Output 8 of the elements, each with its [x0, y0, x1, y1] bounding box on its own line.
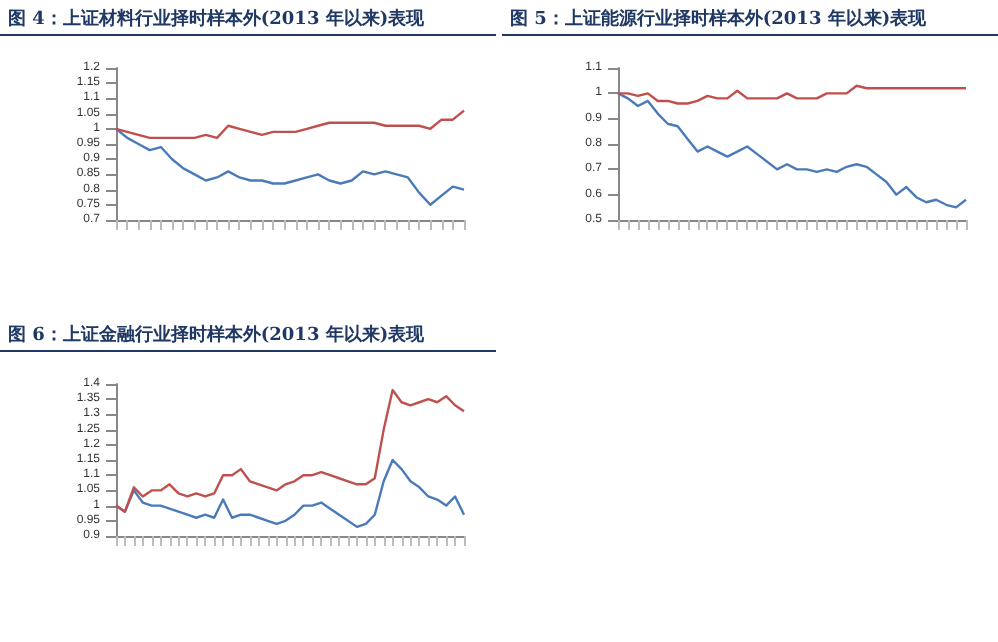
chart-title: 图 5：上证能源行业择时样本外(2013 年以来)表现: [510, 6, 927, 32]
chart-title: 图 4：上证材料行业择时样本外(2013 年以来)表现: [8, 6, 425, 32]
chart-title: 图 6：上证金融行业择时样本外(2013 年以来)表现: [8, 322, 425, 348]
line-series: [114, 388, 466, 513]
line-series: [616, 84, 968, 105]
line-series: [114, 109, 466, 140]
line-series: [114, 127, 466, 206]
line-series: [616, 92, 968, 209]
